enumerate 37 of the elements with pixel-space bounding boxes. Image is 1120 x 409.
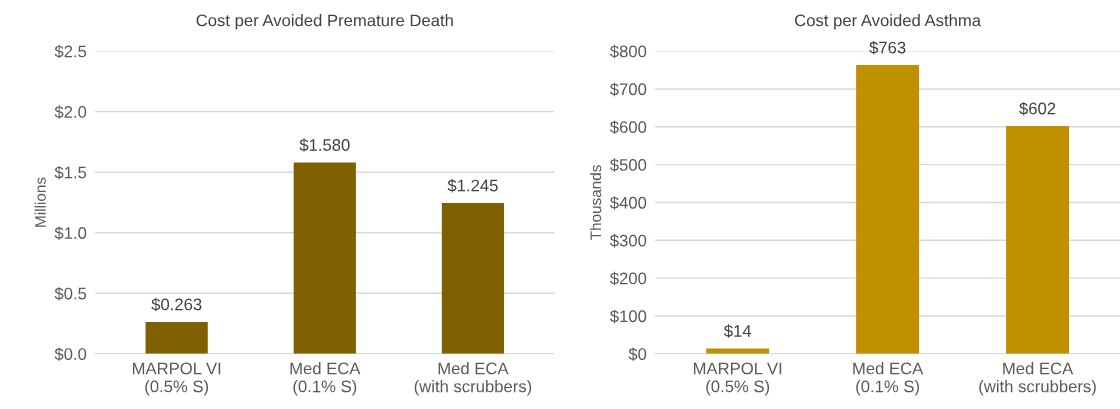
y-tick-label: $2.0 xyxy=(54,105,87,119)
bar xyxy=(293,162,356,354)
x-tick-label: Med ECA (with scrubbers) xyxy=(414,362,532,396)
bar xyxy=(145,321,208,354)
data-label: $1.580 xyxy=(299,138,350,152)
y-tick-label: $700 xyxy=(609,82,647,97)
y-tick-label: $500 xyxy=(609,158,647,172)
bar xyxy=(706,348,770,354)
y-tick-label: $2.5 xyxy=(54,44,87,59)
x-tick-label: MARPOL VI (0.5% S) xyxy=(693,362,782,396)
y-tick-label: $400 xyxy=(609,196,647,210)
data-label: $0.263 xyxy=(151,297,202,312)
y-axis-title: Millions xyxy=(34,177,46,227)
chart-title: Cost per Avoided Premature Death xyxy=(196,14,453,30)
y-tick-label: $1.5 xyxy=(54,165,87,180)
data-label: $1.245 xyxy=(447,178,498,193)
y-tick-label: $100 xyxy=(609,309,647,324)
bar xyxy=(1006,126,1070,354)
y-tick-label: $0 xyxy=(628,347,647,361)
bar xyxy=(856,65,920,354)
y-tick-label: $300 xyxy=(609,233,647,248)
y-tick-label: $1.0 xyxy=(54,226,87,240)
data-label: $602 xyxy=(1019,101,1056,116)
y-axis-title: Thousands xyxy=(590,165,602,240)
y-tick-label: $600 xyxy=(609,120,647,134)
chart-title: Cost per Avoided Asthma xyxy=(795,14,982,30)
bar xyxy=(441,203,505,354)
y-tick-label: $200 xyxy=(609,271,647,286)
data-label: $14 xyxy=(723,324,752,338)
x-tick-label: MARPOL VI (0.5% S) xyxy=(132,362,221,396)
x-tick-label: Med ECA (0.1% S) xyxy=(290,362,361,396)
x-tick-label: Med ECA (0.1% S) xyxy=(853,362,924,396)
y-tick-label: $0.5 xyxy=(54,286,87,301)
y-tick-label: $0.0 xyxy=(54,347,87,361)
y-tick-label: $800 xyxy=(609,44,647,59)
data-label: $763 xyxy=(869,40,906,55)
x-tick-label: Med ECA (with scrubbers) xyxy=(979,362,1096,396)
